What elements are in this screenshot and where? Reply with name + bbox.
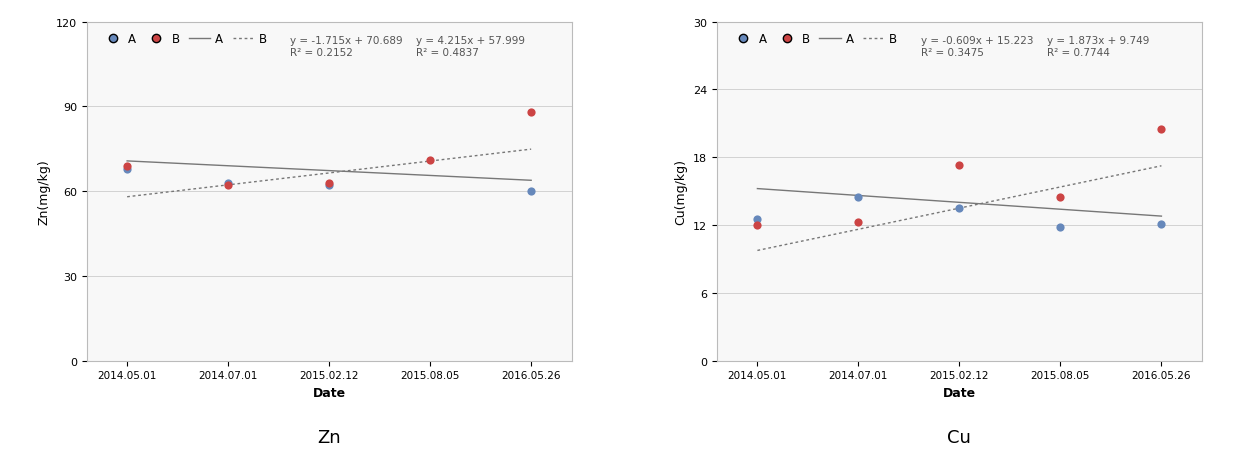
Point xyxy=(949,205,969,212)
Point xyxy=(218,183,238,190)
Text: Cu: Cu xyxy=(948,428,971,446)
Point xyxy=(320,179,339,187)
X-axis label: Date: Date xyxy=(943,386,976,399)
Legend: A, B, A, B: A, B, A, B xyxy=(98,28,271,51)
Point xyxy=(420,157,440,164)
Text: Zn: Zn xyxy=(317,428,341,446)
Text: y = -0.609x + 15.223
R² = 0.3475: y = -0.609x + 15.223 R² = 0.3475 xyxy=(921,36,1033,58)
Point xyxy=(320,183,339,190)
Text: y = 4.215x + 57.999
R² = 0.4837: y = 4.215x + 57.999 R² = 0.4837 xyxy=(416,36,525,58)
Point xyxy=(522,188,541,195)
Point xyxy=(118,163,138,170)
Point xyxy=(849,194,869,201)
Legend: A, B, A, B: A, B, A, B xyxy=(727,28,902,51)
Text: y = 1.873x + 9.749
R² = 0.7744: y = 1.873x + 9.749 R² = 0.7744 xyxy=(1047,36,1149,58)
Point xyxy=(1051,224,1070,231)
Point xyxy=(1051,194,1070,201)
Point xyxy=(218,179,238,187)
Point xyxy=(849,219,869,226)
Point xyxy=(747,216,767,224)
Point xyxy=(118,166,138,173)
Point xyxy=(747,222,767,229)
Text: y = -1.715x + 70.689
R² = 0.2152: y = -1.715x + 70.689 R² = 0.2152 xyxy=(290,36,403,58)
Point xyxy=(1151,126,1171,133)
Y-axis label: Cu(mg/kg): Cu(mg/kg) xyxy=(674,159,688,225)
Y-axis label: Zn(mg/kg): Zn(mg/kg) xyxy=(37,159,51,225)
Point xyxy=(949,162,969,170)
X-axis label: Date: Date xyxy=(312,386,346,399)
Point xyxy=(522,109,541,116)
Point xyxy=(1151,221,1171,228)
